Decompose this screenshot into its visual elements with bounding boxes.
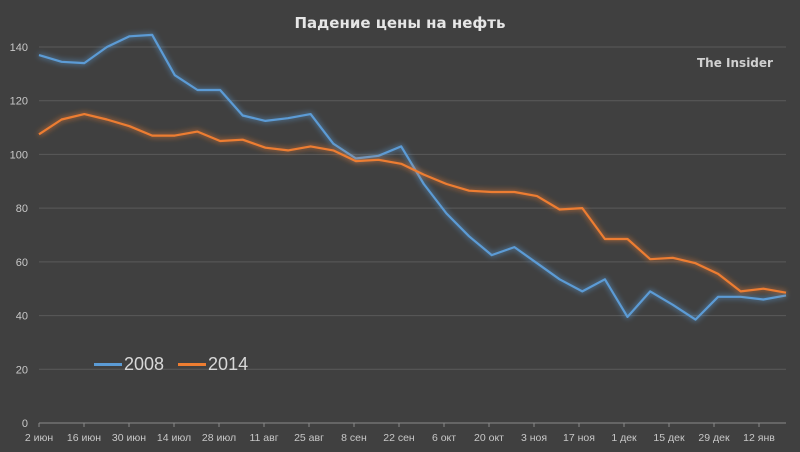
x-tick-label: 22 сен: [383, 432, 415, 444]
y-tick-label: 20: [16, 364, 28, 376]
y-tick-label: 0: [22, 418, 28, 430]
x-tick-label: 11 авг: [249, 432, 278, 444]
source-annotation: The Insider: [697, 56, 773, 70]
y-tick-label: 80: [16, 203, 28, 215]
x-tick-label: 30 июн: [112, 432, 146, 444]
x-tick-label: 6 окт: [432, 432, 456, 444]
y-tick-label: 140: [10, 42, 28, 54]
y-tick-label: 120: [10, 96, 28, 108]
y-tick-label: 40: [16, 311, 28, 323]
series-line-2014: [38, 112, 787, 294]
x-tick-label: 3 ноя: [521, 432, 547, 444]
legend-item-2008: 2008: [94, 354, 164, 375]
gridlines: [39, 46, 786, 370]
legend-swatch-2014: [178, 363, 207, 366]
y-tick-label: 100: [10, 149, 28, 161]
x-tick-label: 20 окт: [474, 432, 504, 444]
chart-title: Падение цены на нефть: [294, 14, 506, 32]
x-tick-label: 8 сен: [341, 432, 367, 444]
x-axis: 2 июн 16 июн 30 июн 14 июл 28 июл 11 авг 25 ав…: [25, 422, 786, 444]
series-line-2008: [38, 33, 787, 321]
x-tick-label: 15 дек: [653, 432, 685, 444]
legend-item-2014: 2014: [178, 354, 248, 375]
legend-swatch-2008: [94, 363, 122, 366]
y-axis: 0 20 40 60 80 100 120 140: [10, 42, 28, 430]
x-tick-label: 14 июл: [157, 432, 191, 444]
x-tick-label: 17 ноя: [563, 432, 595, 444]
x-tick-label: 28 июл: [202, 432, 236, 444]
x-tick-label: 16 июн: [67, 432, 101, 444]
legend: 2008 2014: [94, 354, 248, 375]
series-lines: [38, 33, 787, 321]
x-tick-label: 29 дек: [698, 432, 730, 444]
legend-label: 2014: [208, 354, 249, 374]
y-tick-label: 60: [16, 257, 28, 269]
x-tick-label: 1 дек: [611, 432, 637, 444]
x-tick-label: 25 авг: [294, 432, 324, 444]
x-tick-label: 2 июн: [25, 432, 53, 444]
x-tick-label: 12 янв: [743, 432, 775, 444]
legend-label: 2008: [124, 354, 165, 374]
